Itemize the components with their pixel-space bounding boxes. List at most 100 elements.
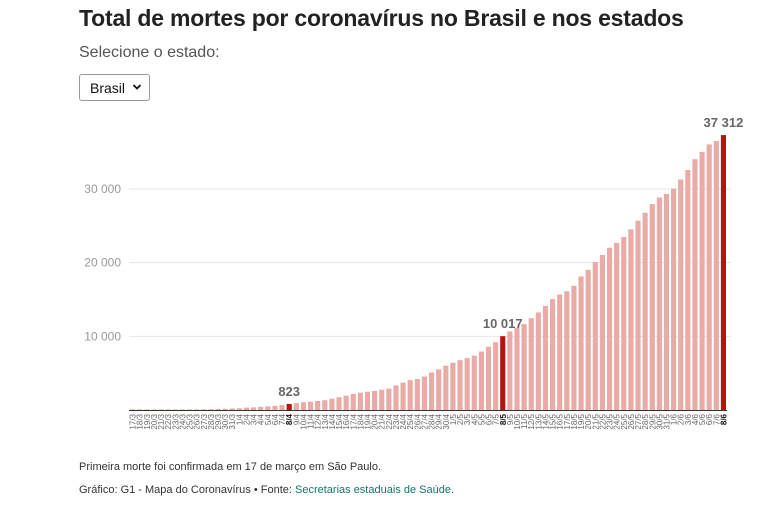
state-select[interactable]: Brasil <box>79 74 150 101</box>
x-tick-label: 25/4 <box>406 413 415 429</box>
x-tick-label: 25/3 <box>186 413 195 429</box>
bar <box>621 237 627 410</box>
bar <box>322 400 328 410</box>
bar <box>635 220 641 410</box>
bar <box>379 389 385 410</box>
data-label: 37 312 <box>704 115 744 130</box>
x-tick-label: 1/5 <box>449 413 458 425</box>
x-tick-label: 29/5 <box>648 413 657 429</box>
bar <box>300 402 306 410</box>
bar <box>699 151 705 410</box>
x-tick-label: 10/4 <box>299 413 308 429</box>
x-tick-label: 30/4 <box>442 413 451 429</box>
x-tick-label: 21/5 <box>591 413 600 429</box>
bar <box>478 351 484 410</box>
x-tick-label: 6/6 <box>705 413 714 425</box>
bar <box>614 242 620 410</box>
y-tick-label: 10 000 <box>84 329 121 343</box>
bar <box>521 324 527 410</box>
bar <box>258 406 264 410</box>
x-tick-label: 14/5 <box>541 413 550 429</box>
bar <box>720 135 727 411</box>
bar <box>592 262 598 410</box>
x-tick-label: 28/3 <box>207 413 216 429</box>
x-tick-label: 17/3 <box>129 413 138 429</box>
bar <box>414 379 420 410</box>
bar <box>528 318 534 410</box>
x-tick-label: 11/4 <box>307 413 316 429</box>
bar <box>493 342 499 410</box>
bar <box>229 408 235 410</box>
bar <box>265 406 271 410</box>
x-tick-label: 2/4 <box>242 413 251 425</box>
x-tick-label: 25/5 <box>620 413 629 429</box>
x-tick-label: 13/4 <box>321 413 330 429</box>
bar <box>599 254 605 410</box>
bar <box>443 365 449 410</box>
footnote: Primeira morte foi confirmada em 17 de m… <box>79 461 382 473</box>
x-tick-label: 7/6 <box>712 413 721 425</box>
x-tick-label: 6/5 <box>485 413 494 425</box>
x-tick-label: 23/3 <box>171 413 180 429</box>
bar <box>236 408 242 410</box>
x-tick-label: 23/5 <box>606 413 615 429</box>
x-tick-label: 12/5 <box>527 413 536 429</box>
bar <box>279 405 285 410</box>
x-tick-label: 4/4 <box>257 413 266 425</box>
x-tick-label: 27/3 <box>200 413 209 429</box>
x-tick-label: 31/5 <box>662 413 671 429</box>
x-tick-label: 9/5 <box>506 413 515 425</box>
bar <box>564 291 570 410</box>
bar <box>208 409 214 410</box>
bar <box>222 408 228 410</box>
bar <box>343 395 349 410</box>
bar <box>585 269 591 410</box>
chevron-down-icon <box>132 84 142 90</box>
bar <box>485 346 492 410</box>
x-tick-label: 26/4 <box>413 413 422 429</box>
bar <box>129 409 136 410</box>
bar <box>201 409 207 410</box>
bar <box>329 398 335 410</box>
x-tick-label: 22/5 <box>598 413 607 429</box>
bar <box>457 360 463 410</box>
bar <box>663 194 670 410</box>
x-tick-label: 6/4 <box>271 413 280 425</box>
state-select-value: Brasil <box>90 79 126 96</box>
bar <box>243 407 250 410</box>
x-tick-label: 18/4 <box>356 413 365 429</box>
bar <box>151 409 157 410</box>
x-tick-label: 2/6 <box>677 413 686 425</box>
data-label: 10 017 <box>483 316 523 331</box>
bar <box>194 409 200 410</box>
x-tick-label: 31/3 <box>228 413 237 429</box>
source-link[interactable]: Secretarias estaduais de Saúde <box>295 484 451 496</box>
bar <box>179 409 185 410</box>
x-tick-label: 1/4 <box>235 413 244 425</box>
bar <box>706 144 712 410</box>
x-tick-label: 3/6 <box>684 413 693 425</box>
x-tick-label: 8/6 <box>719 413 728 425</box>
bar <box>671 188 677 410</box>
page-title: Total de mortes por coronavírus no Brasi… <box>79 5 684 31</box>
x-tick-label: 16/5 <box>556 413 565 429</box>
bar <box>393 385 399 410</box>
bar <box>386 388 392 410</box>
x-tick-label: 24/3 <box>178 413 187 429</box>
x-tick-label: 20/3 <box>150 413 159 429</box>
credit-line: Gráfico: G1 - Mapa do Coronavírus • Font… <box>79 484 454 496</box>
x-tick-label: 14/4 <box>328 413 337 429</box>
bar <box>293 403 299 410</box>
bar <box>628 229 634 410</box>
x-tick-label: 21/3 <box>157 413 166 429</box>
x-tick-label: 21/4 <box>378 413 387 429</box>
x-tick-label: 19/4 <box>363 413 372 429</box>
x-tick-label: 20/5 <box>584 413 593 429</box>
x-tick-label: 18/5 <box>570 413 579 429</box>
x-tick-label: 17/4 <box>349 413 358 429</box>
x-tick-label: 19/3 <box>143 413 152 429</box>
x-tick-label: 22/4 <box>385 413 394 429</box>
bar <box>507 331 513 410</box>
bar <box>571 285 577 410</box>
x-tick-label: 9/4 <box>292 413 301 425</box>
